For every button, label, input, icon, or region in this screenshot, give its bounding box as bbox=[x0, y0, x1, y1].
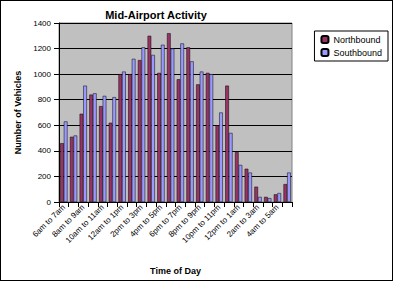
svg-text:6pm to 7pm: 6pm to 7pm bbox=[147, 202, 184, 239]
svg-text:2pm to 3pm: 2pm to 3pm bbox=[108, 202, 145, 239]
svg-text:8am to 9am: 8am to 9am bbox=[50, 202, 87, 239]
svg-text:12pm to 1am: 12pm to 1am bbox=[202, 202, 242, 243]
svg-text:10am to 11am: 10am to 11am bbox=[63, 202, 106, 245]
svg-text:8pm to 9pm: 8pm to 9pm bbox=[166, 202, 203, 239]
svg-text:200: 200 bbox=[38, 172, 52, 181]
svg-text:Northbound: Northbound bbox=[333, 35, 380, 45]
svg-text:Mid-Airport Activity: Mid-Airport Activity bbox=[105, 9, 208, 21]
svg-text:800: 800 bbox=[38, 95, 52, 104]
svg-text:4pm to 5pm: 4pm to 5pm bbox=[127, 202, 165, 239]
svg-text:1400: 1400 bbox=[33, 19, 51, 28]
svg-text:Time of Day: Time of Day bbox=[150, 266, 201, 276]
svg-text:400: 400 bbox=[38, 146, 52, 155]
svg-text:Southbound: Southbound bbox=[333, 48, 382, 58]
svg-text:4am to 5am: 4am to 5am bbox=[244, 203, 280, 239]
svg-text:1000: 1000 bbox=[33, 70, 51, 79]
svg-text:Number of Vehicles: Number of Vehicles bbox=[13, 71, 23, 155]
svg-text:6am to 7am: 6am to 7am bbox=[30, 202, 67, 239]
svg-text:12am to 1pm: 12am to 1pm bbox=[86, 202, 126, 243]
svg-text:2am to 3am: 2am to 3am bbox=[225, 202, 262, 239]
svg-text:600: 600 bbox=[38, 121, 52, 130]
svg-text:0: 0 bbox=[47, 198, 52, 207]
svg-text:10pm to 11pm: 10pm to 11pm bbox=[180, 202, 223, 245]
svg-text:1200: 1200 bbox=[33, 44, 51, 53]
